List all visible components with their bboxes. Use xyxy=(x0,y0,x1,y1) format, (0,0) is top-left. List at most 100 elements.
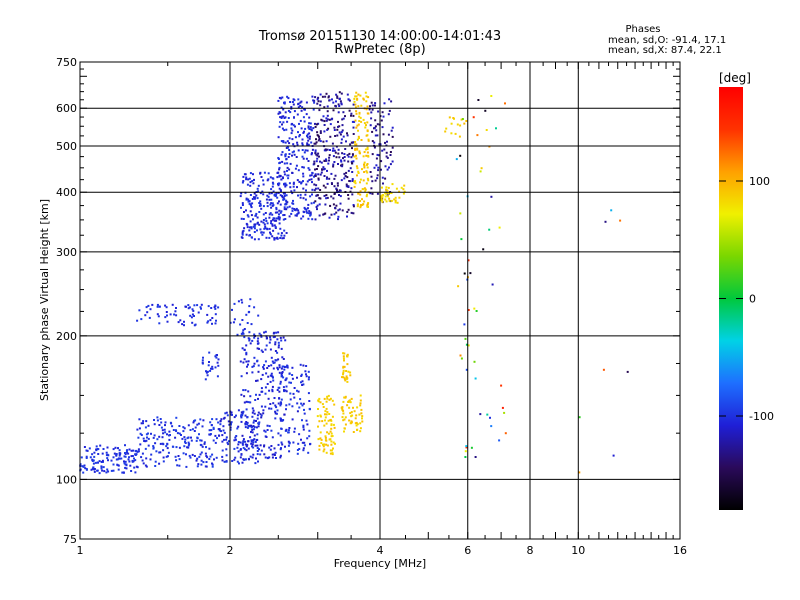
data-point xyxy=(206,321,209,324)
data-point xyxy=(350,421,353,424)
data-point xyxy=(276,196,279,199)
data-point xyxy=(307,392,310,395)
data-point xyxy=(251,431,254,434)
data-point xyxy=(371,130,374,133)
data-point xyxy=(263,227,266,230)
data-point xyxy=(278,125,281,128)
data-point xyxy=(234,438,237,441)
data-point xyxy=(251,407,254,410)
data-point xyxy=(228,440,230,443)
data-point xyxy=(207,305,210,308)
data-point xyxy=(254,444,257,447)
data-point xyxy=(270,356,273,359)
data-point xyxy=(329,449,332,452)
data-point xyxy=(133,457,135,460)
data-point xyxy=(317,187,320,190)
data-point xyxy=(252,453,255,456)
data-point xyxy=(330,118,333,121)
data-point xyxy=(246,421,249,424)
data-point xyxy=(288,168,291,171)
data-point xyxy=(269,212,272,215)
data-point xyxy=(498,439,501,442)
data-point xyxy=(275,206,278,209)
data-point xyxy=(470,446,473,449)
data-point xyxy=(262,219,265,221)
data-point xyxy=(286,174,289,177)
data-point xyxy=(247,440,250,443)
data-point xyxy=(282,336,285,339)
data-point xyxy=(304,208,307,210)
data-point xyxy=(244,443,247,446)
data-point xyxy=(324,416,327,419)
data-point xyxy=(281,115,284,118)
data-point xyxy=(223,438,225,441)
data-point xyxy=(256,216,259,219)
data-point xyxy=(285,128,288,131)
data-point xyxy=(309,442,312,445)
data-point xyxy=(325,177,328,180)
data-point xyxy=(329,438,332,441)
data-point xyxy=(260,449,263,452)
data-point xyxy=(184,442,187,444)
data-point xyxy=(354,119,357,122)
data-point xyxy=(262,367,265,370)
data-point xyxy=(304,149,307,152)
data-point xyxy=(218,428,221,431)
data-point xyxy=(259,172,262,175)
data-point xyxy=(211,365,214,368)
data-point xyxy=(342,376,345,379)
data-point xyxy=(281,419,284,422)
data-point xyxy=(265,372,268,375)
data-point xyxy=(376,134,379,137)
data-point xyxy=(360,120,363,123)
data-point xyxy=(287,440,290,443)
data-point xyxy=(206,374,209,377)
data-point xyxy=(467,259,470,262)
data-point xyxy=(245,176,248,179)
data-point xyxy=(123,460,125,463)
data-point xyxy=(263,444,266,447)
data-point xyxy=(488,145,491,148)
data-point xyxy=(374,179,377,182)
data-point xyxy=(260,416,263,419)
data-point xyxy=(504,102,506,105)
data-point xyxy=(102,466,105,469)
data-point xyxy=(241,202,244,205)
data-point xyxy=(275,192,278,195)
data-point xyxy=(271,436,274,439)
data-point xyxy=(347,197,350,200)
data-point xyxy=(266,222,269,225)
data-point xyxy=(264,386,267,389)
data-point xyxy=(374,134,377,137)
data-point xyxy=(249,194,252,196)
data-point xyxy=(323,130,326,133)
data-point xyxy=(221,440,224,443)
data-point xyxy=(245,421,248,423)
data-point xyxy=(303,211,306,214)
data-point xyxy=(356,199,359,202)
data-point xyxy=(178,425,181,427)
data-point xyxy=(282,214,285,217)
data-point xyxy=(256,447,259,449)
data-point xyxy=(356,205,359,208)
data-point xyxy=(312,127,315,130)
data-point xyxy=(314,125,317,128)
data-point xyxy=(193,315,195,317)
data-point xyxy=(292,124,295,127)
data-point xyxy=(215,418,218,421)
data-point xyxy=(272,367,275,370)
data-point xyxy=(384,177,387,180)
data-point xyxy=(214,366,217,369)
data-point xyxy=(248,202,251,205)
data-point xyxy=(307,125,310,128)
data-point xyxy=(356,97,359,100)
data-point xyxy=(282,198,285,201)
data-point xyxy=(359,422,362,425)
data-point xyxy=(265,198,268,201)
data-point xyxy=(267,456,270,459)
data-point xyxy=(292,103,295,106)
data-point xyxy=(331,415,334,418)
data-point xyxy=(243,448,246,451)
data-point xyxy=(313,99,316,102)
data-point xyxy=(361,420,364,423)
